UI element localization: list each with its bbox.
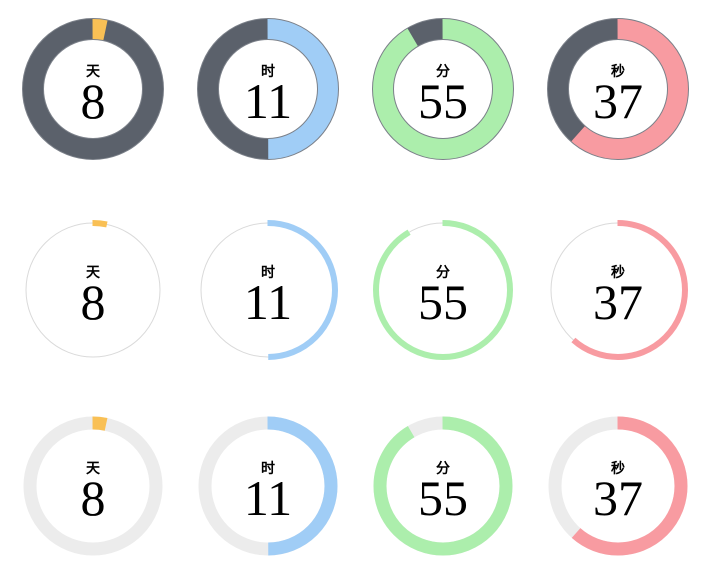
ring-progress-arc <box>22 18 164 160</box>
countdown-rings-grid: 天 8 时 11 分 55 秒 37 天 8 时 11 分 55 秒 37 天 8 时 11 分 55 秒 37 <box>22 18 708 557</box>
unit-value-days: 8 <box>81 274 106 330</box>
countdown-ring-soft-gray-minutes: 分 55 <box>372 415 514 557</box>
unit-value-minutes: 55 <box>418 470 468 526</box>
unit-label-hours: 时 <box>261 63 275 79</box>
ring-chart-soft-gray-seconds: 秒37 <box>548 416 688 556</box>
ring-progress-arc <box>373 220 513 360</box>
ring-outline-outer <box>197 18 339 160</box>
countdown-ring-thin-line-hours: 时 11 <box>197 219 339 361</box>
ring-progress-arc <box>547 18 689 160</box>
unit-label-hours: 时 <box>261 264 275 280</box>
ring-chart-thin-line-minutes: 分55 <box>373 220 513 360</box>
ring-row-thin-line: 天 8 时 11 分 55 秒 37 <box>22 219 708 361</box>
ring-chart-solid-dark-hours: 时11 <box>197 18 339 160</box>
ring-chart-soft-gray-minutes: 分55 <box>373 416 513 556</box>
countdown-ring-solid-dark-minutes: 分 55 <box>372 18 514 160</box>
ring-chart-solid-dark-seconds: 秒37 <box>547 18 689 160</box>
ring-outline-outer <box>547 18 689 160</box>
unit-label-minutes: 分 <box>436 264 450 280</box>
ring-chart-thin-line-seconds: 秒37 <box>548 220 688 360</box>
countdown-ring-soft-gray-seconds: 秒 37 <box>547 415 689 557</box>
ring-outline-outer <box>372 18 514 160</box>
unit-label-seconds: 秒 <box>611 460 625 476</box>
ring-progress-arc <box>198 416 338 556</box>
unit-value-hours: 11 <box>244 274 292 330</box>
unit-value-seconds: 37 <box>593 274 643 330</box>
ring-chart-soft-gray-days: 天8 <box>23 416 163 556</box>
ring-progress-arc <box>548 416 688 556</box>
ring-chart-solid-dark-minutes: 分55 <box>372 18 514 160</box>
unit-value-seconds: 37 <box>593 73 643 129</box>
unit-label-days: 天 <box>86 63 101 79</box>
ring-chart-thin-line-hours: 时11 <box>198 220 338 360</box>
ring-chart-solid-dark-days: 天8 <box>22 18 164 160</box>
countdown-ring-thin-line-minutes: 分 55 <box>372 219 514 361</box>
unit-value-hours: 11 <box>244 73 292 129</box>
ring-outline-inner <box>568 39 668 139</box>
ring-outline-inner <box>393 39 493 139</box>
unit-label-minutes: 分 <box>436 63 450 79</box>
ring-progress-arc <box>548 220 688 360</box>
ring-row-soft-gray: 天 8 时 11 分 55 秒 37 <box>22 415 708 557</box>
ring-outline-outer <box>22 18 164 160</box>
unit-label-seconds: 秒 <box>611 63 625 79</box>
ring-progress-arc <box>23 416 163 556</box>
countdown-ring-solid-dark-seconds: 秒 37 <box>547 18 689 160</box>
unit-value-minutes: 55 <box>418 274 468 330</box>
ring-progress-arc <box>373 416 513 556</box>
unit-value-days: 8 <box>81 470 106 526</box>
countdown-ring-solid-dark-hours: 时 11 <box>197 18 339 160</box>
unit-value-hours: 11 <box>244 470 292 526</box>
unit-value-minutes: 55 <box>418 73 468 129</box>
unit-label-hours: 时 <box>261 460 275 476</box>
ring-chart-soft-gray-hours: 时11 <box>198 416 338 556</box>
ring-progress-arc <box>372 18 514 160</box>
countdown-ring-thin-line-seconds: 秒 37 <box>547 219 689 361</box>
ring-outline-inner <box>218 39 318 139</box>
unit-value-seconds: 37 <box>593 470 643 526</box>
unit-value-days: 8 <box>81 73 106 129</box>
unit-label-days: 天 <box>86 460 101 476</box>
ring-chart-thin-line-days: 天8 <box>23 220 163 360</box>
ring-progress-arc <box>197 18 339 160</box>
ring-progress-arc <box>198 220 338 360</box>
unit-label-seconds: 秒 <box>611 264 625 280</box>
ring-row-solid-dark: 天 8 时 11 分 55 秒 37 <box>22 18 708 160</box>
countdown-ring-soft-gray-hours: 时 11 <box>197 415 339 557</box>
unit-label-days: 天 <box>86 264 101 280</box>
unit-label-minutes: 分 <box>436 460 450 476</box>
ring-progress-arc <box>23 220 163 360</box>
ring-outline-inner <box>43 39 143 139</box>
